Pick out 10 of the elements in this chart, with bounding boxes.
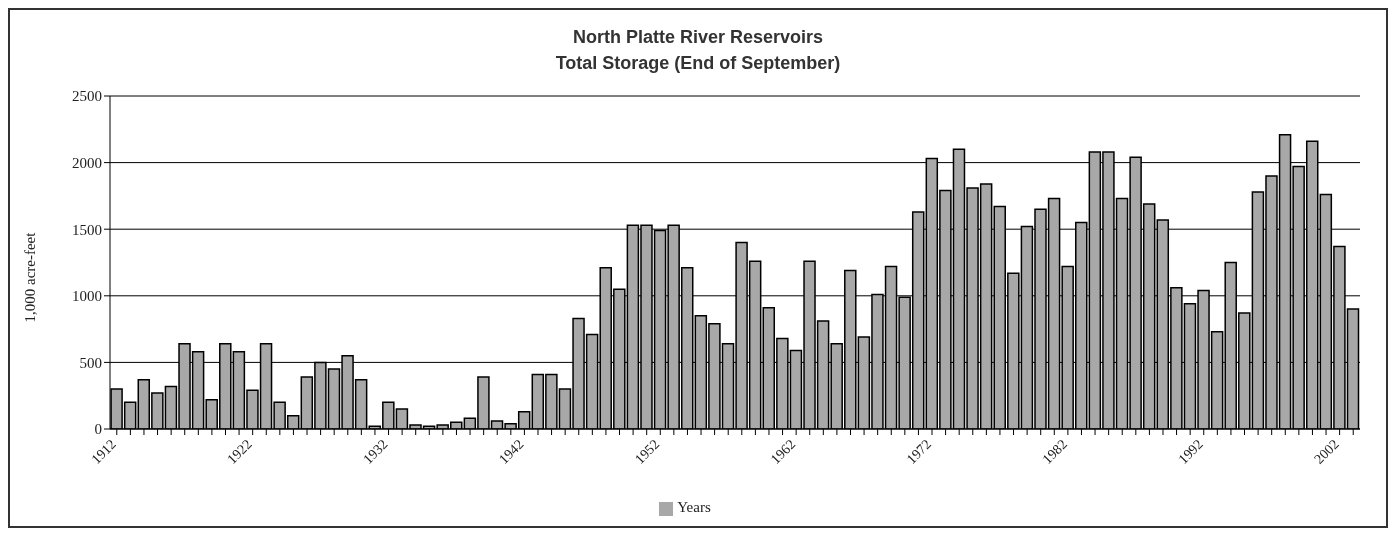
chart-subtitle: Total Storage (End of September) [554, 52, 842, 75]
y-tick-label: 0 [94, 421, 102, 438]
y-tick-label: 500 [79, 354, 102, 371]
y-tick-label: 1500 [72, 221, 102, 238]
y-axis-title: 1,000 acre-feet [22, 231, 39, 323]
legend-label: Years [677, 499, 711, 515]
y-tick-label: 2500 [72, 88, 102, 105]
y-tick-label: 2000 [72, 154, 102, 171]
y-tick-label: 1000 [72, 288, 102, 305]
chart-title: North Platte River Reservoirs [571, 26, 825, 49]
